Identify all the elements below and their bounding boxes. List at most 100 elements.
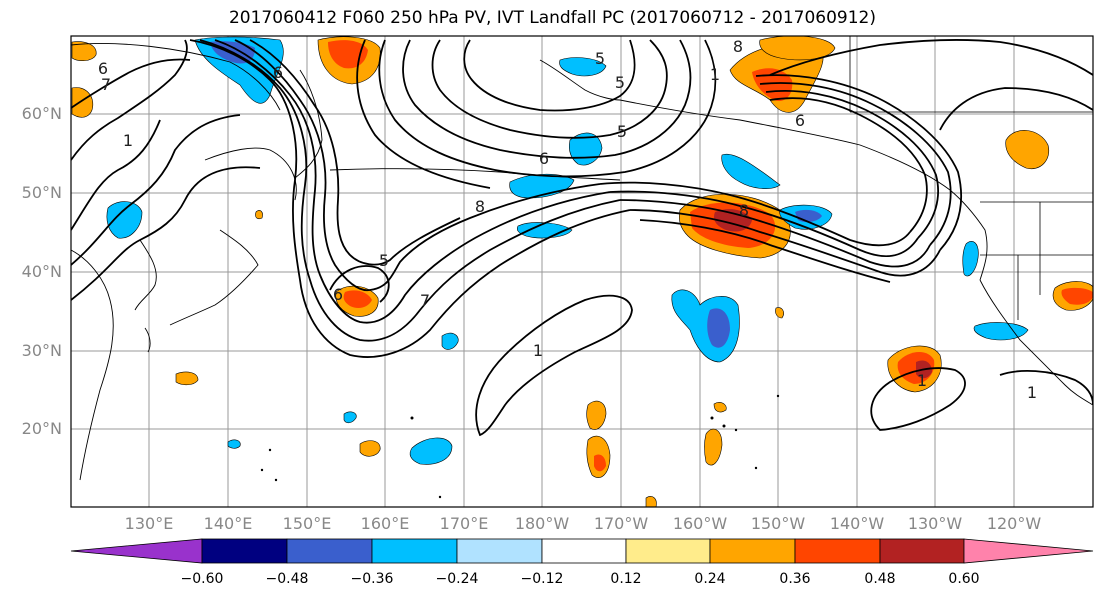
lon-label: 140°E <box>203 514 253 533</box>
colorbar-tick-label: −0.24 <box>435 571 479 587</box>
colorbar-tick-label: 0.48 <box>864 571 896 587</box>
shade-small-orange2 <box>255 210 263 220</box>
colorbar-tick-label: 0.24 <box>694 571 726 587</box>
lon-label: 150°W <box>750 514 806 533</box>
contour-label: 5 <box>617 122 627 141</box>
colorbar-swatch <box>625 538 711 564</box>
lon-label: 130°E <box>124 514 174 533</box>
lon-label: 170°W <box>593 514 649 533</box>
shade-ne-orange <box>1005 130 1050 170</box>
contour-label: 1 <box>123 131 133 150</box>
colorbar-swatch-max <box>963 538 1094 564</box>
contour-label: 8 <box>733 37 743 56</box>
colorbar-swatch <box>709 538 796 564</box>
colorbar-swatch <box>456 538 543 564</box>
colorbar <box>70 538 1094 564</box>
shade-south-red2 <box>594 454 606 472</box>
islands <box>260 394 780 499</box>
contour-label: 6 <box>273 63 283 82</box>
map-frame <box>70 35 1094 508</box>
colorbar-tick-label: 0.12 <box>610 571 642 587</box>
colorbar-swatch <box>794 538 881 564</box>
colorbar-swatch <box>201 538 288 564</box>
coast-china <box>71 249 114 481</box>
contour-label: 6 <box>98 59 108 78</box>
lat-label: 40°N <box>21 262 62 281</box>
contour-label: 8 <box>475 197 485 216</box>
shade-south-blue1 <box>409 437 453 465</box>
shade-west-orange1 <box>71 41 97 61</box>
colorbar-swatch <box>286 538 373 564</box>
colorbar-swatch-min <box>70 538 203 564</box>
coast-alaska-south <box>619 99 951 191</box>
contour-label: 6 <box>333 285 343 304</box>
shade-small-orange4 <box>713 402 727 413</box>
lon-label: 120°W <box>986 514 1042 533</box>
contour-label: 7 <box>420 291 430 310</box>
lat-label: 60°N <box>21 104 62 123</box>
shade-trop-blue-core <box>707 308 730 348</box>
coast-uswest <box>979 279 1093 406</box>
lon-label: 160°E <box>360 514 410 533</box>
contour-label: 8 <box>739 201 749 220</box>
contour-label: 5 <box>595 49 605 68</box>
shade-south-orange1 <box>586 400 607 430</box>
coast-sea-of-okhotsk <box>204 147 297 201</box>
colorbar-tick-label: −0.12 <box>520 571 564 587</box>
colorbar-tick-label: −0.48 <box>265 571 309 587</box>
lon-label: 170°E <box>439 514 489 533</box>
colorbar-tick-label: 0.60 <box>948 571 980 587</box>
lat-label: 50°N <box>21 183 62 202</box>
shade-coast-blue2 <box>973 322 1029 341</box>
colorbar-tick-label: −0.36 <box>350 571 394 587</box>
graticule <box>71 36 1093 507</box>
contour-label: 7 <box>101 75 111 94</box>
coast-korea <box>134 239 157 311</box>
lon-label: 150°E <box>282 514 332 533</box>
pv-contours <box>71 38 1093 437</box>
contour-label: 6 <box>539 149 549 168</box>
lat-label: 20°N <box>21 419 62 438</box>
lon-label: 140°W <box>829 514 885 533</box>
coast-aleutians <box>329 168 621 181</box>
shade-west-orange2 <box>71 87 94 118</box>
shade-south-orange3 <box>704 428 723 466</box>
shade-mid-blue3 <box>559 57 607 77</box>
plot-title: 2017060412 F060 250 hPa PV, IVT Landfall… <box>228 8 876 28</box>
shade-small-blue3 <box>227 439 241 449</box>
shade-small-blue2 <box>343 411 357 424</box>
contour-label: 5 <box>379 251 389 270</box>
contour-label: 1 <box>533 341 543 360</box>
shade-small-orange3 <box>645 496 657 507</box>
shade-small-orange5 <box>775 307 784 319</box>
coast-japan <box>169 229 259 326</box>
shade-south-orange4 <box>359 440 381 457</box>
colorbar-swatch <box>541 538 627 564</box>
shade-gulf-red <box>752 68 793 102</box>
colorbar-tick-label: 0.36 <box>779 571 811 587</box>
pv-shading <box>71 36 1093 507</box>
shade-west-blue <box>106 201 143 239</box>
colorbar-swatch <box>879 538 965 564</box>
boundaries <box>849 36 1093 320</box>
shade-small-orange1 <box>175 371 199 386</box>
contour-label: 1 <box>1027 383 1037 402</box>
lon-label: 130°W <box>907 514 963 533</box>
colorbar-tick-label: −0.60 <box>180 571 224 587</box>
coastlines <box>71 43 1093 481</box>
shade-small-blue1 <box>441 332 459 350</box>
coast-asia-north <box>71 43 281 111</box>
lon-label: 180°W <box>514 514 570 533</box>
contour-label: 6 <box>795 111 805 130</box>
contour-label: 1 <box>710 65 720 84</box>
shade-ca-red <box>1061 287 1093 305</box>
contour-labels: 6 7 1 6 8 1 8 6 6 5 5 5 5 6 7 8 1 1 1 <box>98 37 1037 402</box>
contour-label: 1 <box>917 371 927 390</box>
coast-taiwan <box>144 327 151 353</box>
shade-cyclone-red <box>343 290 372 308</box>
lon-label: 160°W <box>672 514 728 533</box>
contour-label: 5 <box>615 73 625 92</box>
shade-east-blue1 <box>721 153 781 190</box>
lat-label: 30°N <box>21 341 62 360</box>
